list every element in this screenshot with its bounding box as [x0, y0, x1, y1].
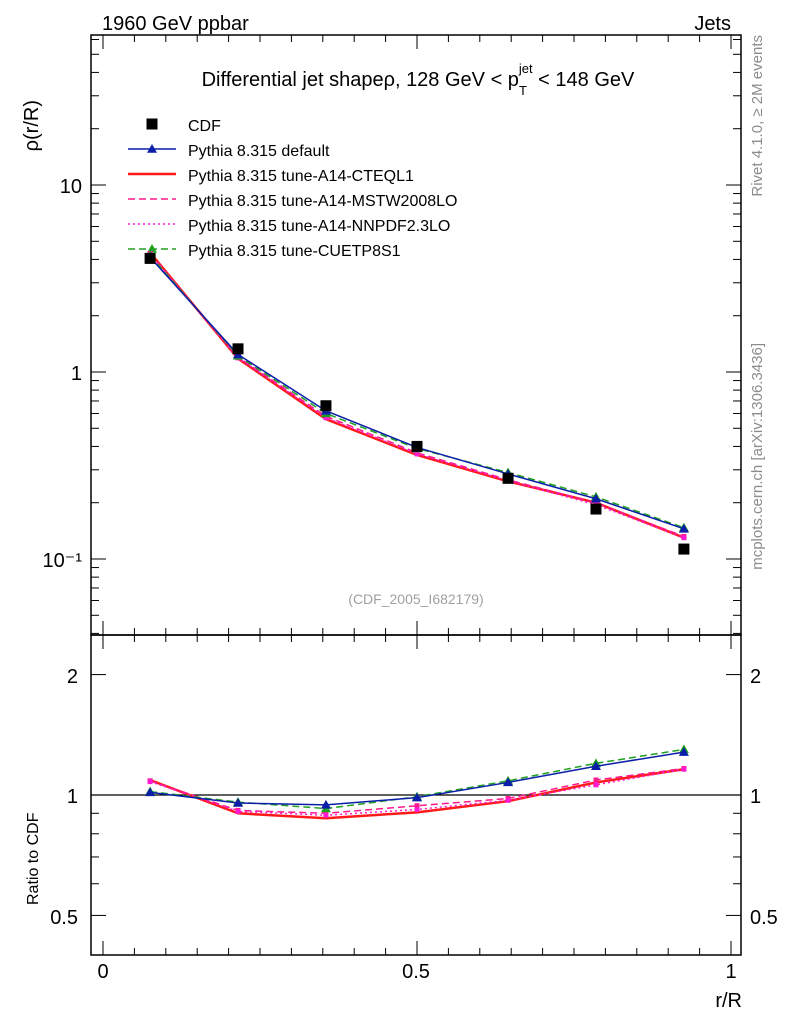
x-tick-label: 0 — [97, 961, 108, 983]
x-axis-label: r/R — [715, 990, 742, 1012]
rivet-label: Rivet 4.1.0, ≥ 2M events — [749, 35, 766, 197]
ratio-point — [323, 812, 329, 818]
ratio-point — [590, 761, 601, 770]
chart-title: Differential jet shapeρ, 128 GeV < pTjet… — [202, 61, 635, 98]
data-point — [232, 343, 244, 355]
ratio-tick-label: 0.5 — [50, 907, 78, 929]
ratio-point — [503, 777, 514, 787]
legend-marks — [128, 118, 176, 253]
data-point — [144, 252, 156, 264]
ratio-y-axis-label: Ratio to CDF — [25, 812, 42, 905]
mcplots-label: mcplots.cern.ch [arXiv:1306.3436] — [749, 343, 766, 570]
legend-label: Pythia 8.315 tune-CUETP8S1 — [188, 243, 401, 260]
main-plot-marks — [144, 250, 690, 555]
legend-label: Pythia 8.315 tune-A14-NNPDF2.3LO — [188, 218, 450, 235]
ratio-point — [147, 779, 153, 785]
data-point — [502, 472, 514, 484]
data-point — [590, 503, 602, 515]
legend-marker — [147, 244, 157, 253]
data-point — [320, 400, 332, 412]
ratio-point — [235, 808, 241, 814]
ratio-tick-label-right: 0.5 — [750, 907, 778, 929]
axis-ticks — [91, 35, 741, 955]
ratio-tick-label-right: 1 — [750, 786, 761, 808]
y-tick-label: 1 — [71, 363, 82, 385]
series-point — [323, 415, 329, 421]
data-point — [678, 543, 690, 555]
legend-label: Pythia 8.315 tune-A14-MSTW2008LO — [188, 193, 457, 210]
series-line — [149, 251, 685, 539]
ratio-point — [593, 777, 599, 783]
y-tick-label: 10⁻¹ — [43, 550, 83, 572]
ratio-plot-marks — [145, 744, 689, 820]
legend-label: Pythia 8.315 default — [188, 143, 330, 160]
ratio-point — [593, 782, 599, 788]
ratio-point — [233, 797, 244, 807]
y-axis-label: ρ(r/R) — [21, 100, 43, 151]
series-point — [678, 523, 689, 533]
x-tick-label: 1 — [725, 961, 736, 983]
ratio-point — [320, 799, 331, 809]
data-point — [411, 440, 423, 452]
header-left: 1960 GeV ppbar — [102, 13, 249, 35]
series-line — [149, 253, 685, 538]
series-line — [149, 256, 685, 530]
ratio-point — [505, 797, 511, 803]
series-point — [681, 535, 687, 541]
series-point — [590, 493, 601, 503]
ratio-point — [414, 803, 420, 809]
series-line — [149, 254, 685, 539]
legend-label: Pythia 8.315 tune-A14-CTEQL1 — [188, 168, 414, 185]
ratio-tick-label: 1 — [67, 786, 78, 808]
series-point — [414, 451, 420, 457]
ratio-point — [145, 787, 156, 797]
ratio-point — [681, 766, 687, 772]
ratio-point — [678, 747, 689, 756]
ratio-tick-label: 2 — [67, 666, 78, 688]
ratio-point — [412, 792, 422, 802]
analysis-id: (CDF_2005_I682179) — [348, 591, 483, 607]
ratio-tick-label-right: 2 — [750, 666, 761, 688]
legend-marker — [147, 144, 157, 153]
x-tick-label: 0.5 — [402, 961, 430, 983]
ratio-point — [414, 806, 420, 812]
legend-label: CDF — [188, 118, 221, 135]
header-right: Jets — [694, 13, 731, 35]
y-tick-label: 10 — [60, 176, 82, 198]
series-line — [149, 254, 685, 529]
legend-marker — [146, 118, 158, 130]
